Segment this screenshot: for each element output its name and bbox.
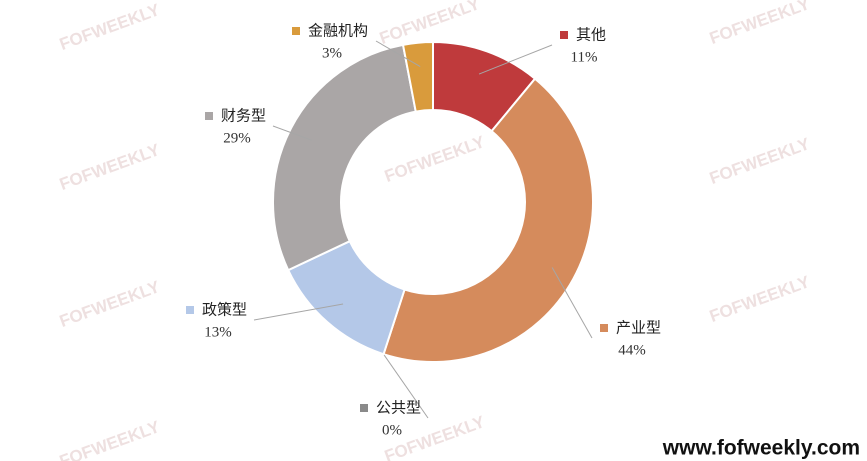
legend-swatch xyxy=(292,27,300,35)
donut-slice xyxy=(272,43,417,272)
watermark: FOFWEEKLY xyxy=(377,0,483,48)
category-label: 产业型 xyxy=(616,319,661,337)
leader-line xyxy=(551,267,593,339)
value-label: 0% xyxy=(382,422,402,438)
watermark: FOFWEEKLY xyxy=(382,132,488,186)
category-label: 财务型 xyxy=(221,107,266,125)
donut-slice xyxy=(382,77,594,363)
category-label: 政策型 xyxy=(202,301,247,319)
legend-swatch xyxy=(560,31,568,39)
watermark: FOFWEEKLY xyxy=(57,0,163,54)
legend-swatch xyxy=(360,404,368,412)
legend-swatch xyxy=(205,112,213,120)
watermark: FOFWEEKLY xyxy=(707,134,813,188)
leader-line xyxy=(383,353,429,419)
legend-swatch xyxy=(186,306,194,314)
category-label: 公共型 xyxy=(376,399,421,417)
leader-line xyxy=(478,44,553,75)
leader-line xyxy=(253,303,344,321)
donut-slice xyxy=(401,40,434,113)
watermark: FOFWEEKLY xyxy=(57,417,163,461)
leader-line xyxy=(375,40,421,68)
legend-swatch xyxy=(600,324,608,332)
watermark: FOFWEEKLY xyxy=(707,272,813,326)
value-label: 11% xyxy=(571,49,598,65)
value-label: 44% xyxy=(618,342,646,358)
value-label: 3% xyxy=(322,45,342,61)
category-label: 金融机构 xyxy=(308,22,368,40)
value-label: 13% xyxy=(204,324,232,340)
watermark: FOFWEEKLY xyxy=(707,0,813,48)
value-label: 29% xyxy=(223,130,251,146)
category-label: 其他 xyxy=(576,26,606,44)
footer-url: www.fofweekly.com xyxy=(662,437,860,460)
watermark: FOFWEEKLY xyxy=(57,277,163,331)
leader-line xyxy=(272,125,312,141)
watermark: FOFWEEKLY xyxy=(57,140,163,194)
